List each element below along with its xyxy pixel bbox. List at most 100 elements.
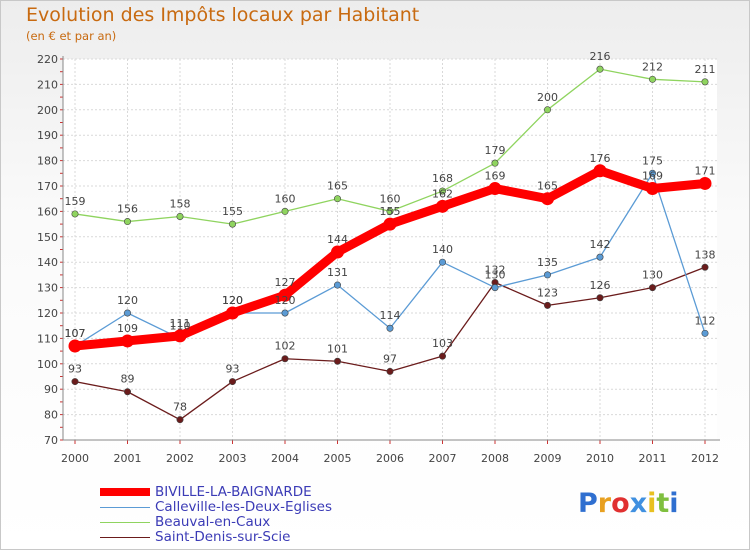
data-point-biville (331, 245, 344, 259)
legend-label-biville: BIVILLE-LA-BAIGNARDE (155, 484, 312, 500)
data-label-beauval: 160 (380, 192, 401, 205)
data-point-beauval (543, 106, 551, 114)
data-point-biville (226, 306, 239, 320)
data-label-biville: 144 (327, 233, 348, 246)
page-title: Evolution des Impôts locaux par Habitant (26, 4, 420, 26)
data-point-calleville (648, 169, 656, 177)
x-tick-label: 2009 (534, 452, 562, 465)
data-label-beauval: 179 (485, 144, 506, 157)
logo-letter: P (578, 488, 598, 519)
data-point-saint-denis (176, 416, 184, 424)
data-label-beauval: 216 (590, 50, 611, 63)
data-point-beauval (386, 207, 394, 215)
data-point-saint-denis (543, 301, 551, 309)
data-point-beauval (491, 159, 499, 167)
data-point-calleville (386, 324, 394, 332)
data-label-biville: 176 (590, 152, 611, 165)
data-label-biville: 107 (65, 327, 86, 340)
data-label-saint-denis: 89 (121, 373, 135, 386)
data-label-saint-denis: 102 (275, 340, 296, 353)
data-point-saint-denis (71, 378, 79, 386)
x-tick-label: 2001 (114, 452, 142, 465)
data-point-biville (436, 199, 449, 213)
y-tick-label: 110 (37, 332, 58, 345)
x-tick-label: 2006 (376, 452, 404, 465)
data-label-calleville: 114 (380, 309, 401, 322)
data-point-calleville (281, 309, 289, 317)
logo-letter: t (656, 488, 670, 519)
y-tick-label: 90 (44, 383, 58, 396)
data-point-biville (593, 164, 607, 178)
data-label-beauval: 211 (695, 63, 716, 76)
data-point-saint-denis (386, 367, 394, 375)
data-label-calleville: 120 (117, 294, 138, 307)
data-label-biville: 111 (170, 317, 191, 330)
data-point-biville (68, 339, 82, 353)
x-tick-label: 2000 (61, 452, 89, 465)
data-label-saint-denis: 138 (695, 248, 716, 261)
data-point-biville (121, 334, 134, 348)
data-point-calleville (596, 253, 604, 261)
data-label-biville: 155 (380, 205, 401, 218)
data-label-beauval: 159 (65, 195, 86, 208)
x-tick-label: 2011 (639, 452, 667, 465)
data-label-beauval: 160 (275, 192, 296, 205)
data-label-saint-denis: 103 (432, 337, 453, 350)
x-tick-label: 2005 (324, 452, 352, 465)
y-tick-label: 170 (37, 180, 58, 193)
x-tick-label: 2008 (481, 452, 509, 465)
data-point-saint-denis (281, 355, 289, 363)
data-label-biville: 127 (275, 276, 296, 289)
legend-swatch-biville (100, 488, 150, 496)
x-tick-label: 2003 (219, 452, 247, 465)
data-label-calleville: 112 (695, 314, 716, 327)
data-point-calleville (124, 309, 132, 317)
data-point-biville (383, 217, 397, 231)
y-tick-label: 130 (37, 282, 58, 295)
data-point-calleville (333, 281, 341, 289)
data-point-calleville (438, 258, 446, 266)
logo-letter: o (611, 488, 630, 519)
data-label-biville: 165 (537, 180, 558, 193)
data-point-beauval (648, 75, 656, 83)
data-label-biville: 109 (117, 322, 138, 335)
data-point-beauval (438, 187, 446, 195)
data-point-biville (646, 182, 659, 196)
data-label-calleville: 140 (432, 243, 453, 256)
logo-letter: i (647, 488, 657, 519)
data-label-calleville: 130 (485, 269, 506, 282)
x-tick-label: 2004 (271, 452, 299, 465)
data-label-saint-denis: 101 (327, 342, 348, 355)
data-label-saint-denis: 123 (537, 286, 558, 299)
data-point-beauval (281, 207, 289, 215)
y-tick-label: 160 (37, 205, 58, 218)
data-label-saint-denis: 132 (485, 264, 506, 277)
x-tick-label: 2002 (166, 452, 194, 465)
data-label-saint-denis: 93 (226, 363, 240, 376)
data-point-beauval (124, 218, 132, 226)
data-label-calleville: 175 (642, 154, 663, 167)
data-label-beauval: 156 (117, 203, 138, 216)
y-tick-label: 220 (37, 53, 58, 66)
data-label-biville: 120 (222, 294, 243, 307)
data-point-beauval (333, 195, 341, 203)
y-tick-label: 210 (37, 78, 58, 91)
legend-label-saint-denis: Saint-Denis-sur-Scie (155, 529, 291, 545)
data-point-calleville (491, 284, 499, 292)
data-point-biville (698, 176, 712, 190)
logo-letter: x (629, 488, 648, 519)
data-point-biville (173, 329, 187, 343)
x-tick-label: 2012 (691, 452, 719, 465)
data-label-calleville: 110 (170, 319, 191, 332)
data-point-biville (488, 182, 502, 196)
data-label-calleville: 135 (537, 256, 558, 269)
data-label-beauval: 212 (642, 60, 663, 73)
y-tick-label: 140 (37, 256, 58, 269)
data-label-beauval: 165 (327, 180, 348, 193)
data-point-saint-denis (229, 378, 237, 386)
data-label-calleville: 142 (590, 238, 611, 251)
data-label-biville: 171 (695, 164, 716, 177)
y-tick-label: 100 (37, 358, 58, 371)
y-tick-label: 80 (44, 409, 58, 422)
